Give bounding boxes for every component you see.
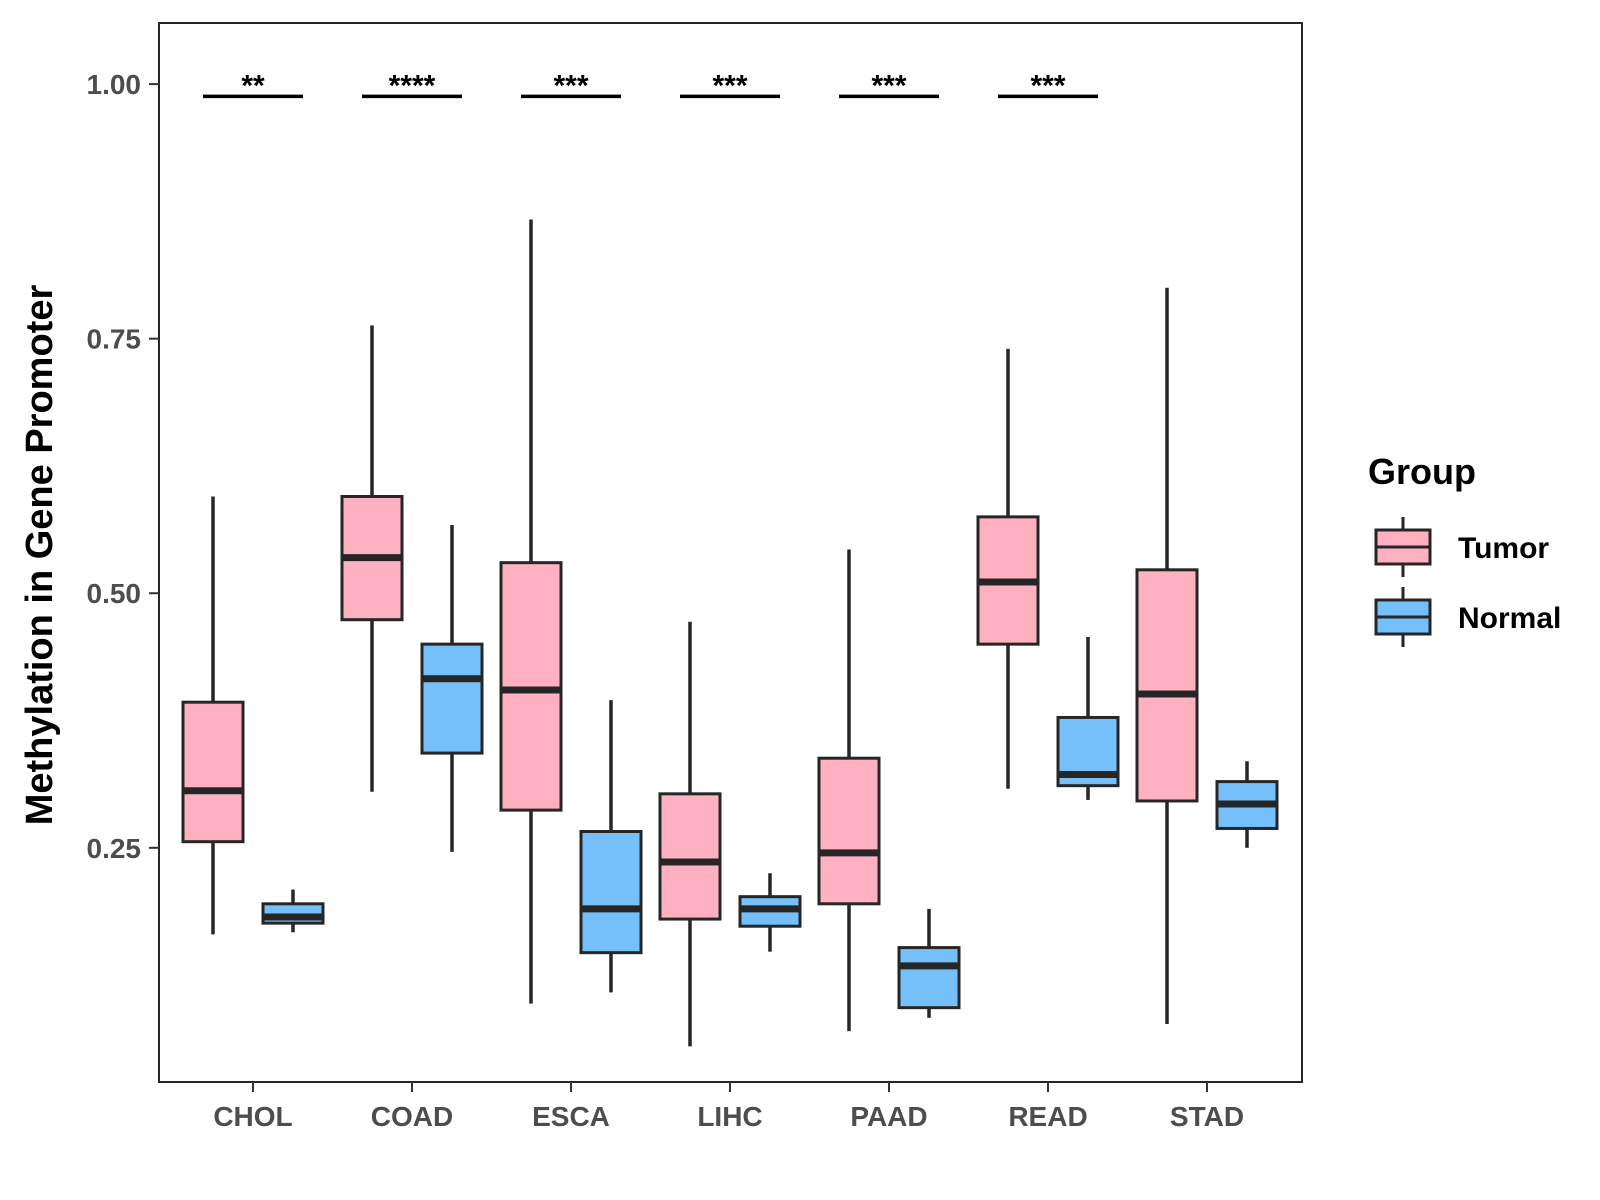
box-tumor-stad (1135, 287, 1199, 1024)
legend-entry-normal: Normal (1374, 587, 1561, 647)
x-tick-label: LIHC (697, 1101, 762, 1132)
box-body (817, 756, 881, 906)
box-tumor-lihc (658, 621, 722, 1047)
box-tumor-read (976, 348, 1040, 789)
y-tick-label: 0.50 (87, 578, 142, 609)
box-body (1135, 568, 1199, 803)
significance-label: *** (871, 69, 906, 102)
legend-title: Group (1368, 451, 1476, 492)
x-tick-label: COAD (371, 1101, 453, 1132)
box-body (658, 792, 722, 921)
x-tick-label: READ (1008, 1101, 1087, 1132)
significance-label: *** (553, 69, 588, 102)
box-body (579, 830, 643, 955)
box-body (499, 561, 563, 812)
box-normal-chol (261, 889, 325, 933)
box-normal-read (1056, 637, 1120, 800)
box-body (897, 946, 961, 1010)
legend-label: Tumor (1458, 532, 1549, 565)
legend-entry-tumor: Tumor (1374, 517, 1549, 577)
box-normal-paad (897, 908, 961, 1018)
legend: Group Tumor Normal (1368, 451, 1561, 647)
y-tick-label: 1.00 (87, 69, 142, 100)
significance-label: *** (712, 69, 747, 102)
axes: 0.25 0.50 0.75 1.00 CHOL COAD ESCA LIHC PAAD READ… (87, 22, 1303, 1132)
x-tick-label: CHOL (213, 1101, 292, 1132)
box-tumor-paad (817, 549, 881, 1032)
plot-border (158, 22, 1303, 1083)
box-tumor-esca (499, 219, 563, 1004)
y-axis-title: Methylation in Gene Promoter (19, 285, 61, 826)
y-tick-label: 0.75 (87, 324, 142, 355)
box-normal-lihc (738, 873, 802, 952)
legend-label: Normal (1458, 602, 1561, 635)
significance-label: *** (1030, 69, 1065, 102)
x-tick-label: ESCA (532, 1101, 610, 1132)
box-body (181, 700, 245, 844)
x-tick-label: STAD (1170, 1101, 1244, 1132)
box-tumor-chol (181, 496, 245, 935)
box-normal-coad (420, 525, 484, 852)
significance-label: **** (389, 69, 436, 102)
box-body (420, 642, 484, 755)
significance-label: ** (241, 69, 265, 102)
box-normal-stad (1215, 761, 1279, 848)
box-tumor-coad (340, 325, 404, 792)
y-tick-label: 0.25 (87, 833, 142, 864)
x-tick-label: PAAD (850, 1101, 927, 1132)
box-normal-esca (579, 700, 643, 993)
plot-area: ** **** *** *** *** *** (181, 69, 1279, 1047)
